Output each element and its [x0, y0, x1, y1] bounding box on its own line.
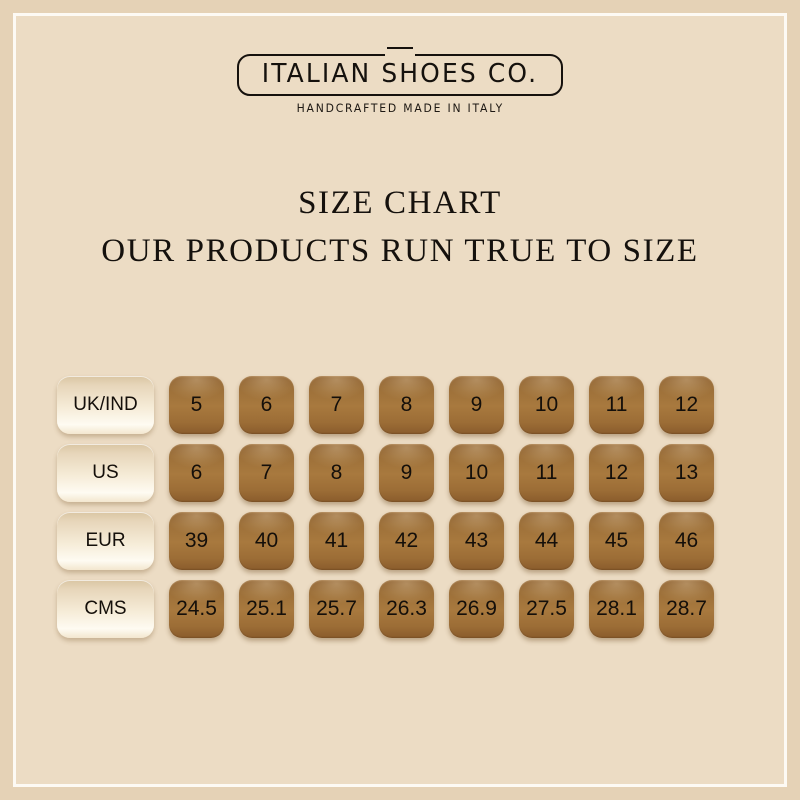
- cell-text: 41: [324, 529, 349, 552]
- size-cell[interactable]: 7: [239, 444, 294, 502]
- size-cell[interactable]: 8: [309, 444, 364, 502]
- cell-text: 8: [400, 393, 413, 416]
- size-cell[interactable]: 28.1: [589, 580, 644, 638]
- size-cell[interactable]: 41: [309, 512, 364, 570]
- cell-text: US: [92, 462, 119, 483]
- size-cell[interactable]: 6: [239, 376, 294, 434]
- row-label-uk-ind: UK/IND: [57, 376, 154, 434]
- size-cell[interactable]: 11: [589, 376, 644, 434]
- size-cell[interactable]: 12: [659, 376, 714, 434]
- cell-text: 10: [534, 393, 559, 416]
- logo-notch: [384, 53, 415, 58]
- cell-text: 12: [674, 393, 699, 416]
- cell-text: 6: [190, 461, 203, 484]
- brand-tagline: HANDCRAFTED MADE IN ITALY: [296, 101, 504, 116]
- title-block: SIZE CHART OUR PRODUCTS RUN TRUE TO SIZE: [0, 180, 800, 276]
- size-cell[interactable]: 9: [449, 376, 504, 434]
- cell-text: 8: [330, 461, 343, 484]
- brand-name: ITALIAN SHOES CO.: [261, 59, 539, 89]
- row-label-us: US: [57, 444, 154, 502]
- cell-text: 25.1: [246, 597, 287, 620]
- cell-text: 46: [674, 529, 699, 552]
- logo-outline-box: ITALIAN SHOES CO.: [237, 47, 563, 97]
- logo-tick-mark: [386, 47, 413, 49]
- size-cell[interactable]: 39: [169, 512, 224, 570]
- table-row: UK/IND 5 6 7 8 9 10 11 12: [57, 376, 714, 434]
- brand-logo: ITALIAN SHOES CO. HANDCRAFTED MADE IN IT…: [0, 47, 800, 116]
- cell-text: 9: [470, 393, 483, 416]
- cell-text: 43: [464, 529, 489, 552]
- row-label-cms: CMS: [57, 580, 154, 638]
- cell-text: 12: [604, 461, 629, 484]
- cell-text: 44: [534, 529, 559, 552]
- cell-text: 24.5: [176, 597, 217, 620]
- table-row: CMS 24.5 25.1 25.7 26.3 26.9 27.5 28.1 2…: [57, 580, 714, 638]
- size-cell[interactable]: 11: [519, 444, 574, 502]
- row-label-eur: EUR: [57, 512, 154, 570]
- cell-text: 11: [605, 393, 628, 416]
- cell-text: 27.5: [526, 597, 567, 620]
- cell-text: 6: [260, 393, 273, 416]
- size-cell[interactable]: 10: [519, 376, 574, 434]
- table-row: US 6 7 8 9 10 11 12 13: [57, 444, 714, 502]
- cell-text: 7: [260, 461, 273, 484]
- cell-text: CMS: [84, 598, 127, 619]
- size-cell[interactable]: 7: [309, 376, 364, 434]
- cell-text: 28.7: [666, 597, 707, 620]
- cell-text: 10: [464, 461, 489, 484]
- cell-text: 40: [254, 529, 279, 552]
- size-cell[interactable]: 12: [589, 444, 644, 502]
- size-cell[interactable]: 5: [169, 376, 224, 434]
- cell-text: 11: [535, 461, 558, 484]
- cell-text: 26.3: [386, 597, 427, 620]
- size-cell[interactable]: 26.3: [379, 580, 434, 638]
- size-cell[interactable]: 24.5: [169, 580, 224, 638]
- cell-text: 9: [400, 461, 413, 484]
- cell-text: 45: [604, 529, 629, 552]
- size-cell[interactable]: 25.1: [239, 580, 294, 638]
- size-cell[interactable]: 13: [659, 444, 714, 502]
- size-table: UK/IND 5 6 7 8 9 10 11 12 US 6 7 8 9 10 …: [57, 376, 714, 638]
- size-cell[interactable]: 40: [239, 512, 294, 570]
- size-cell[interactable]: 44: [519, 512, 574, 570]
- size-cell[interactable]: 9: [379, 444, 434, 502]
- cell-text: 7: [330, 393, 343, 416]
- page-subtitle: OUR PRODUCTS RUN TRUE TO SIZE: [101, 233, 699, 269]
- size-cell[interactable]: 6: [169, 444, 224, 502]
- cell-text: 42: [394, 529, 419, 552]
- page-title: SIZE CHART: [298, 185, 502, 221]
- size-cell[interactable]: 45: [589, 512, 644, 570]
- size-cell[interactable]: 25.7: [309, 580, 364, 638]
- cell-text: UK/IND: [73, 394, 138, 415]
- cell-text: 13: [674, 461, 699, 484]
- cell-text: 25.7: [316, 597, 357, 620]
- size-cell[interactable]: 27.5: [519, 580, 574, 638]
- size-cell[interactable]: 8: [379, 376, 434, 434]
- size-cell[interactable]: 26.9: [449, 580, 504, 638]
- size-cell[interactable]: 46: [659, 512, 714, 570]
- cell-text: 5: [190, 393, 203, 416]
- table-row: EUR 39 40 41 42 43 44 45 46: [57, 512, 714, 570]
- size-cell[interactable]: 43: [449, 512, 504, 570]
- cell-text: 26.9: [456, 597, 497, 620]
- cell-text: 28.1: [596, 597, 637, 620]
- cell-text: EUR: [85, 530, 126, 551]
- size-cell[interactable]: 42: [379, 512, 434, 570]
- cell-text: 39: [184, 529, 209, 552]
- size-cell[interactable]: 28.7: [659, 580, 714, 638]
- size-cell[interactable]: 10: [449, 444, 504, 502]
